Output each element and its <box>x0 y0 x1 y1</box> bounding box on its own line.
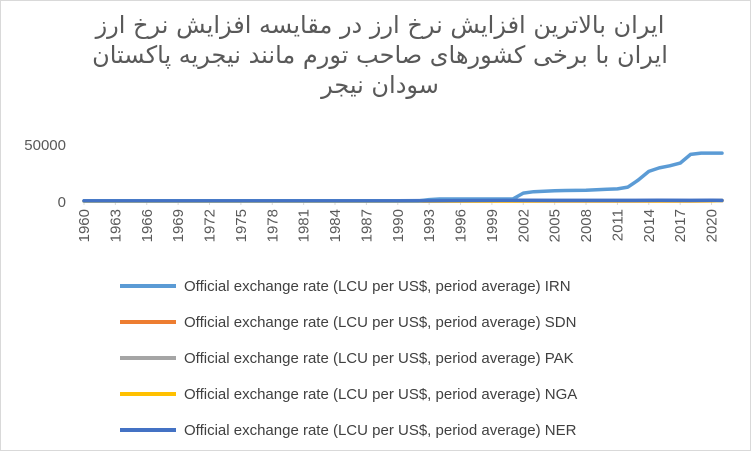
x-tick-label-4: 1972 <box>202 209 219 242</box>
legend-item-2: Official exchange rate (LCU per US$, per… <box>120 340 680 376</box>
legend-swatch-3 <box>120 392 176 396</box>
x-tick-label-15: 2005 <box>547 209 564 242</box>
legend-item-1: Official exchange rate (LCU per US$, per… <box>120 304 680 340</box>
x-tick-label-0: 1960 <box>76 209 93 242</box>
x-tick-label-5: 1975 <box>233 209 250 242</box>
x-tick-label-19: 2017 <box>672 209 689 242</box>
x-tick-label-16: 2008 <box>578 209 595 242</box>
series-line-0 <box>82 151 724 203</box>
x-tick-label-1: 1963 <box>107 209 124 242</box>
chart-title-line-1: ایران بالاترین افزایش نرخ ارز در مقایسه … <box>95 11 665 39</box>
x-tick-label-20: 2020 <box>704 209 721 242</box>
legend-label-4: Official exchange rate (LCU per US$, per… <box>184 421 577 439</box>
x-tick-label-10: 1990 <box>390 209 407 242</box>
chart-legend: Official exchange rate (LCU per US$, per… <box>120 268 680 448</box>
legend-item-4: Official exchange rate (LCU per US$, per… <box>120 412 680 448</box>
legend-swatch-2 <box>120 356 176 360</box>
x-tick-label-8: 1984 <box>327 209 344 242</box>
x-tick-label-14: 2002 <box>515 209 532 242</box>
legend-label-3: Official exchange rate (LCU per US$, per… <box>184 385 578 403</box>
chart-title-line-3: سودان نیجر <box>321 71 439 99</box>
x-tick-label-9: 1987 <box>358 209 375 242</box>
x-tick-label-11: 1993 <box>421 209 438 242</box>
x-tick-label-17: 2011 <box>609 209 626 241</box>
y-tick-label-1: 50000 <box>24 137 66 154</box>
x-tick-label-13: 1999 <box>484 209 501 242</box>
x-tick-label-3: 1969 <box>170 209 187 242</box>
legend-item-3: Official exchange rate (LCU per US$, per… <box>120 376 680 412</box>
x-tick-label-2: 1966 <box>139 209 156 242</box>
legend-item-0: Official exchange rate (LCU per US$, per… <box>120 268 680 304</box>
legend-label-0: Official exchange rate (LCU per US$, per… <box>184 277 571 295</box>
y-tick-label-0: 0 <box>58 194 66 211</box>
series-line-ner-overlay <box>82 198 724 203</box>
x-tick-label-18: 2014 <box>641 209 658 242</box>
legend-swatch-0 <box>120 284 176 288</box>
x-tick-label-12: 1996 <box>453 209 470 242</box>
legend-swatch-1 <box>120 320 176 324</box>
chart-title: ایران بالاترین افزایش نرخ ارز در مقایسه … <box>60 10 700 100</box>
x-tick-label-6: 1978 <box>264 209 281 242</box>
chart-title-line-2: ایران با برخی کشورهای صاحب تورم مانند نی… <box>92 41 668 69</box>
legend-label-2: Official exchange rate (LCU per US$, per… <box>184 349 574 367</box>
legend-label-1: Official exchange rate (LCU per US$, per… <box>184 313 577 331</box>
legend-swatch-4 <box>120 428 176 432</box>
x-tick-label-7: 1981 <box>296 209 313 242</box>
